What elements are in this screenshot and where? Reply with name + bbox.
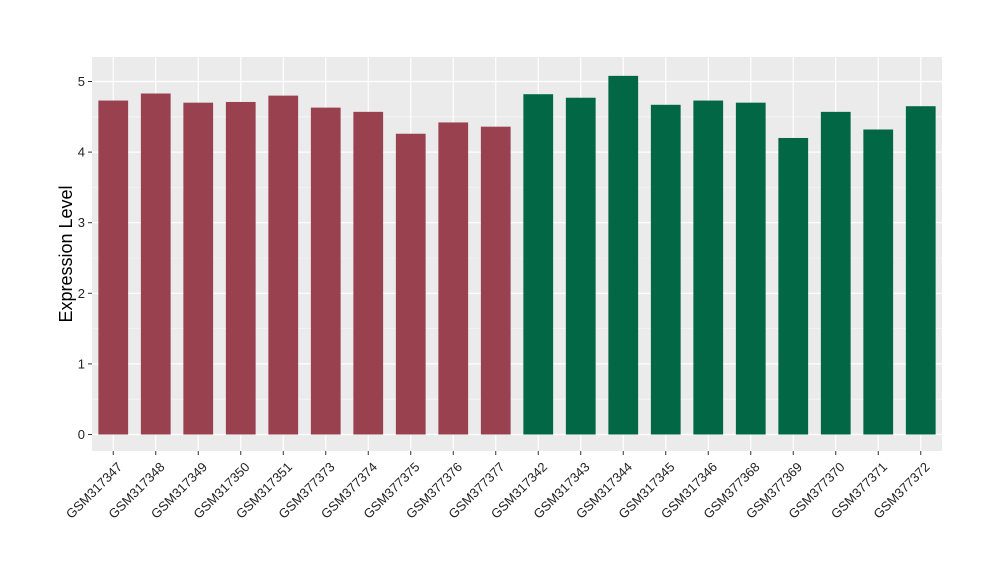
bar-GSM317348 — [140, 93, 171, 435]
bar-GSM317350 — [225, 101, 256, 435]
y-tick-label: 2 — [78, 286, 85, 301]
y-tick-label: 3 — [78, 215, 85, 230]
bar-GSM317351 — [268, 95, 299, 435]
bar-GSM377375 — [395, 133, 426, 435]
bar-GSM377368 — [735, 102, 766, 435]
bar-GSM377370 — [820, 111, 851, 435]
y-axis-title: Expression Level — [56, 185, 76, 322]
bar-GSM377369 — [778, 137, 809, 435]
bar-GSM317347 — [98, 100, 129, 435]
bar-GSM377374 — [353, 111, 384, 435]
bar-GSM377371 — [863, 129, 894, 435]
bar-GSM317342 — [523, 94, 554, 435]
bar-GSM317345 — [650, 104, 681, 435]
y-tick-label: 5 — [78, 74, 85, 89]
bar-GSM317344 — [608, 75, 639, 435]
bar-GSM317346 — [693, 100, 724, 435]
bars — [98, 75, 936, 435]
bar-GSM377373 — [310, 107, 341, 435]
y-tick-label: 4 — [78, 145, 85, 160]
bar-GSM317349 — [183, 102, 214, 435]
bar-GSM377376 — [438, 122, 469, 435]
bar-GSM317343 — [565, 97, 596, 435]
y-tick-label: 1 — [78, 356, 85, 371]
bar-GSM377377 — [480, 126, 511, 435]
plot-panel — [92, 57, 942, 451]
y-tick-label: 0 — [78, 427, 85, 442]
bar-GSM377372 — [905, 106, 936, 435]
